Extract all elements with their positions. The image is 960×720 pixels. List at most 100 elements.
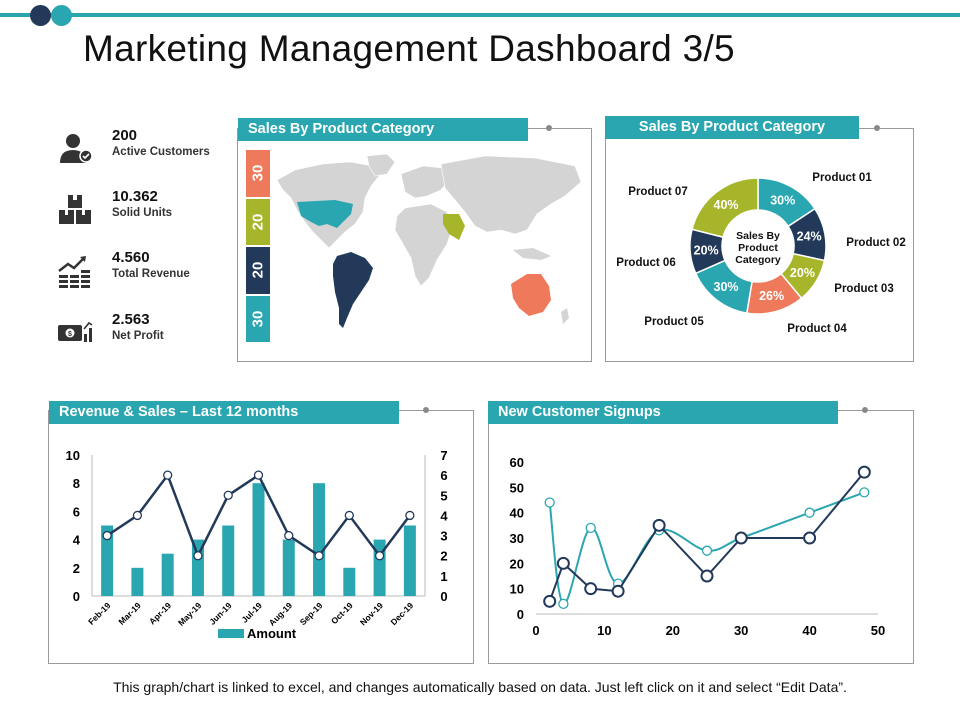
bar bbox=[252, 483, 265, 596]
line-point bbox=[803, 531, 817, 545]
x-tick-label: Apr-19 bbox=[147, 600, 173, 626]
line-point bbox=[543, 594, 557, 608]
kpi-solid-units: 10.362 Solid Units bbox=[56, 188, 236, 232]
line-point bbox=[652, 518, 666, 532]
signups-chart: 0 10 20 30 40 50 60 0 10 20 30 40 50 bbox=[510, 455, 886, 638]
map-usa bbox=[297, 200, 353, 228]
kpi-net-profit: $ 2.563 Net Profit bbox=[56, 311, 236, 355]
boxes-icon bbox=[59, 195, 91, 224]
panel-pin-line bbox=[551, 128, 591, 129]
donut-category-label: Product 02 bbox=[846, 237, 905, 249]
line-point bbox=[585, 522, 596, 534]
bar bbox=[101, 525, 114, 596]
segment-block: 30 bbox=[246, 295, 270, 344]
y2-tick-label: 5 bbox=[440, 488, 447, 503]
donut-chart: 30% Product 01 24% Product 02 20% Product 03 2… bbox=[616, 172, 905, 335]
growth-coins-icon bbox=[58, 256, 90, 288]
decor-dot-navy bbox=[30, 5, 51, 26]
y-tick-label: 10 bbox=[510, 582, 524, 597]
map-south-america bbox=[333, 252, 373, 328]
world-map bbox=[276, 153, 582, 328]
kpi-label: Total Revenue bbox=[112, 268, 190, 280]
kpi-total-revenue: 4.560 Total Revenue bbox=[56, 249, 236, 293]
y2-tick-label: 2 bbox=[440, 549, 447, 564]
bar bbox=[222, 525, 235, 596]
panel-pin-line bbox=[879, 128, 912, 129]
map-indonesia bbox=[513, 248, 551, 260]
line-point bbox=[223, 490, 233, 500]
donut-panel bbox=[605, 128, 914, 362]
line-point bbox=[544, 497, 555, 508]
line-point bbox=[132, 510, 143, 521]
y2-tick-label: 3 bbox=[440, 529, 447, 544]
bar bbox=[313, 483, 326, 596]
donut-value-label: 20% bbox=[790, 266, 815, 280]
segment-label: 20 bbox=[249, 261, 267, 279]
line-point bbox=[253, 470, 264, 480]
line-point bbox=[700, 569, 714, 583]
y-tick-label: 30 bbox=[510, 531, 524, 546]
segment-block: 30 bbox=[246, 150, 270, 199]
kpi-value: 10.362 bbox=[112, 188, 158, 205]
donut-category-label: Product 01 bbox=[812, 172, 872, 184]
donut-category-label: Product 06 bbox=[616, 257, 675, 269]
bar bbox=[131, 567, 144, 596]
line-point bbox=[584, 582, 598, 596]
segment-label: 30 bbox=[249, 310, 267, 328]
map-arabia bbox=[443, 214, 465, 240]
segment-label: 20 bbox=[249, 213, 267, 231]
y-tick-label: 10 bbox=[66, 448, 80, 463]
kpi-label: Net Profit bbox=[112, 330, 164, 342]
x-tick-label: 30 bbox=[734, 623, 748, 638]
svg-text:$: $ bbox=[68, 331, 72, 338]
donut-slice bbox=[691, 177, 759, 239]
x-tick-label: Oct-19 bbox=[329, 600, 355, 626]
donut-center-label: Sales By bbox=[736, 230, 780, 242]
x-tick-label: Aug-19 bbox=[267, 600, 295, 628]
x-tick-label: Jul-19 bbox=[239, 600, 264, 625]
line-point bbox=[163, 470, 173, 480]
x-tick-label: May-19 bbox=[176, 600, 204, 628]
y-tick-label: 4 bbox=[73, 533, 81, 548]
legend-label: Amount bbox=[247, 626, 297, 641]
donut-value-label: 30% bbox=[714, 280, 739, 294]
y-tick-label: 8 bbox=[73, 476, 80, 491]
y-tick-label: 20 bbox=[510, 556, 524, 571]
y-tick-label: 0 bbox=[73, 589, 80, 604]
line-point bbox=[556, 556, 570, 570]
signups-panel-title: New Customer Signups bbox=[488, 401, 838, 424]
donut-value-label: 24% bbox=[797, 230, 822, 244]
x-tick-label: 50 bbox=[871, 623, 885, 638]
panel-pin bbox=[874, 125, 880, 131]
top-accent-line bbox=[0, 13, 960, 17]
bar bbox=[282, 539, 295, 596]
footer-note: This graph/chart is linked to excel, and… bbox=[113, 679, 847, 695]
page-title: Marketing Management Dashboard 3/5 bbox=[83, 28, 735, 69]
y2-tick-label: 1 bbox=[440, 569, 447, 584]
y2-tick-label: 7 bbox=[440, 448, 447, 463]
line-point bbox=[859, 487, 870, 498]
kpi-value: 200 bbox=[112, 127, 138, 144]
line-point bbox=[701, 545, 713, 556]
donut-category-label: Product 03 bbox=[834, 283, 893, 295]
donut-value-label: 30% bbox=[770, 193, 795, 207]
y-tick-label: 0 bbox=[517, 607, 524, 622]
kpi-label: Active Customers bbox=[112, 146, 210, 158]
line-point bbox=[734, 531, 748, 545]
y-tick-label: 40 bbox=[510, 506, 524, 521]
revenue-panel-title: Revenue & Sales – Last 12 months bbox=[49, 401, 399, 424]
panel-pin bbox=[546, 125, 552, 131]
segment-bar: 30 20 20 30 bbox=[246, 150, 270, 344]
line-point bbox=[344, 510, 354, 521]
y-tick-label: 50 bbox=[510, 480, 524, 495]
line-point bbox=[193, 551, 203, 561]
legend-swatch bbox=[218, 629, 244, 638]
bar bbox=[343, 567, 356, 596]
bar bbox=[161, 553, 174, 596]
panel-pin bbox=[862, 407, 868, 413]
y-tick-label: 6 bbox=[73, 504, 80, 519]
kpi-value: 4.560 bbox=[112, 249, 150, 266]
x-tick-label: Mar-19 bbox=[116, 600, 143, 627]
segment-label: 30 bbox=[249, 164, 267, 182]
x-tick-label: Feb-19 bbox=[86, 600, 113, 627]
